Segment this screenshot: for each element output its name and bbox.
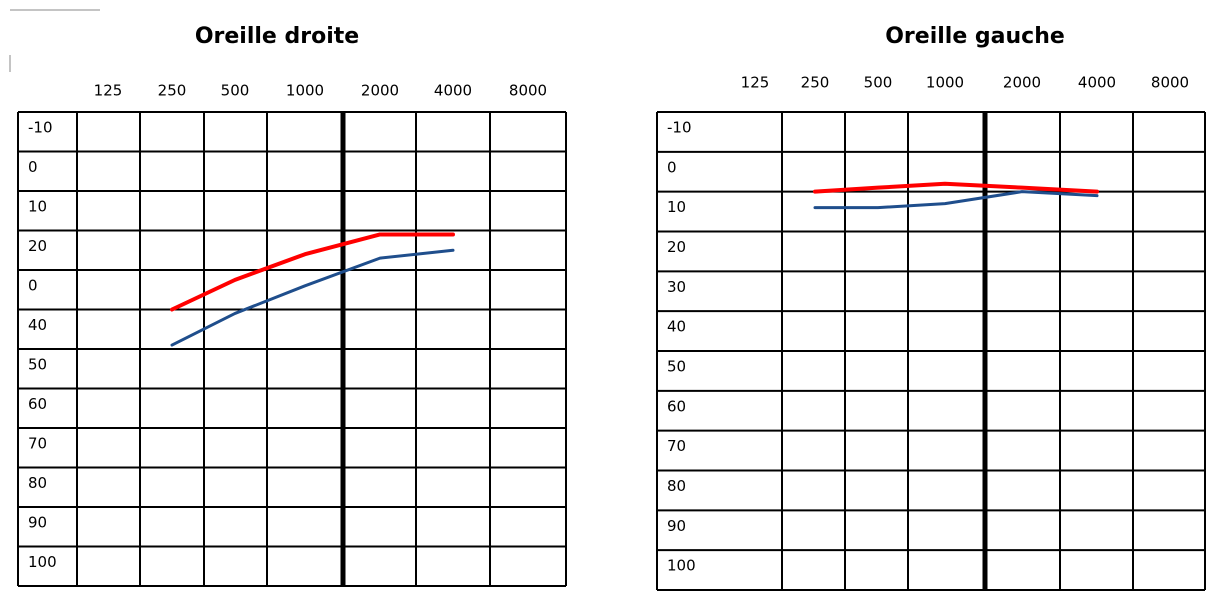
y-tick-label: 50: [667, 358, 686, 376]
frequency-label: 4000: [434, 82, 472, 100]
frequency-label: 2000: [361, 82, 399, 100]
hearing-curve: [813, 181, 1099, 194]
frequency-label: 125: [94, 82, 123, 100]
frequency-label: 500: [864, 74, 893, 92]
y-tick-label: -10: [28, 119, 53, 137]
frequency-label: 8000: [509, 82, 547, 100]
y-tick-label: 80: [28, 474, 47, 492]
y-tick-label: 20: [667, 238, 686, 256]
chart-title: Oreille gauche: [885, 24, 1065, 49]
y-tick-label: 10: [28, 198, 47, 216]
y-tick-label: 70: [667, 437, 686, 455]
y-tick-label: 40: [667, 318, 686, 336]
frequency-label: 1000: [286, 82, 324, 100]
y-tick-label: 30: [667, 278, 686, 296]
hearing-curve: [170, 232, 455, 312]
y-tick-label: 50: [28, 356, 47, 374]
hearing-curve: [170, 248, 455, 347]
frequency-label: 500: [221, 82, 250, 100]
frequency-label: 8000: [1151, 74, 1189, 92]
frequency-label: 2000: [1003, 74, 1041, 92]
hearing-curve: [813, 190, 1099, 210]
y-tick-label: -10: [667, 119, 692, 137]
y-tick-label: 60: [667, 397, 686, 415]
y-tick-label: 100: [667, 557, 696, 575]
frequency-label: 4000: [1078, 74, 1116, 92]
y-tick-label: 0: [28, 158, 38, 176]
y-tick-label: 0: [28, 277, 38, 295]
y-tick-label: 80: [667, 477, 686, 495]
y-tick-label: 0: [667, 158, 677, 176]
frequency-label: 250: [158, 82, 187, 100]
y-tick-label: 40: [28, 316, 47, 334]
y-tick-label: 70: [28, 435, 47, 453]
y-tick-label: 90: [28, 514, 47, 532]
frequency-label: 1000: [926, 74, 964, 92]
frequency-label: 125: [741, 74, 770, 92]
chart-title: Oreille droite: [195, 24, 359, 49]
frequency-label: 250: [801, 74, 830, 92]
y-tick-label: 90: [667, 517, 686, 535]
y-tick-label: 10: [667, 198, 686, 216]
y-tick-label: 100: [28, 553, 57, 571]
y-tick-label: 20: [28, 237, 47, 255]
y-tick-label: 60: [28, 395, 47, 413]
